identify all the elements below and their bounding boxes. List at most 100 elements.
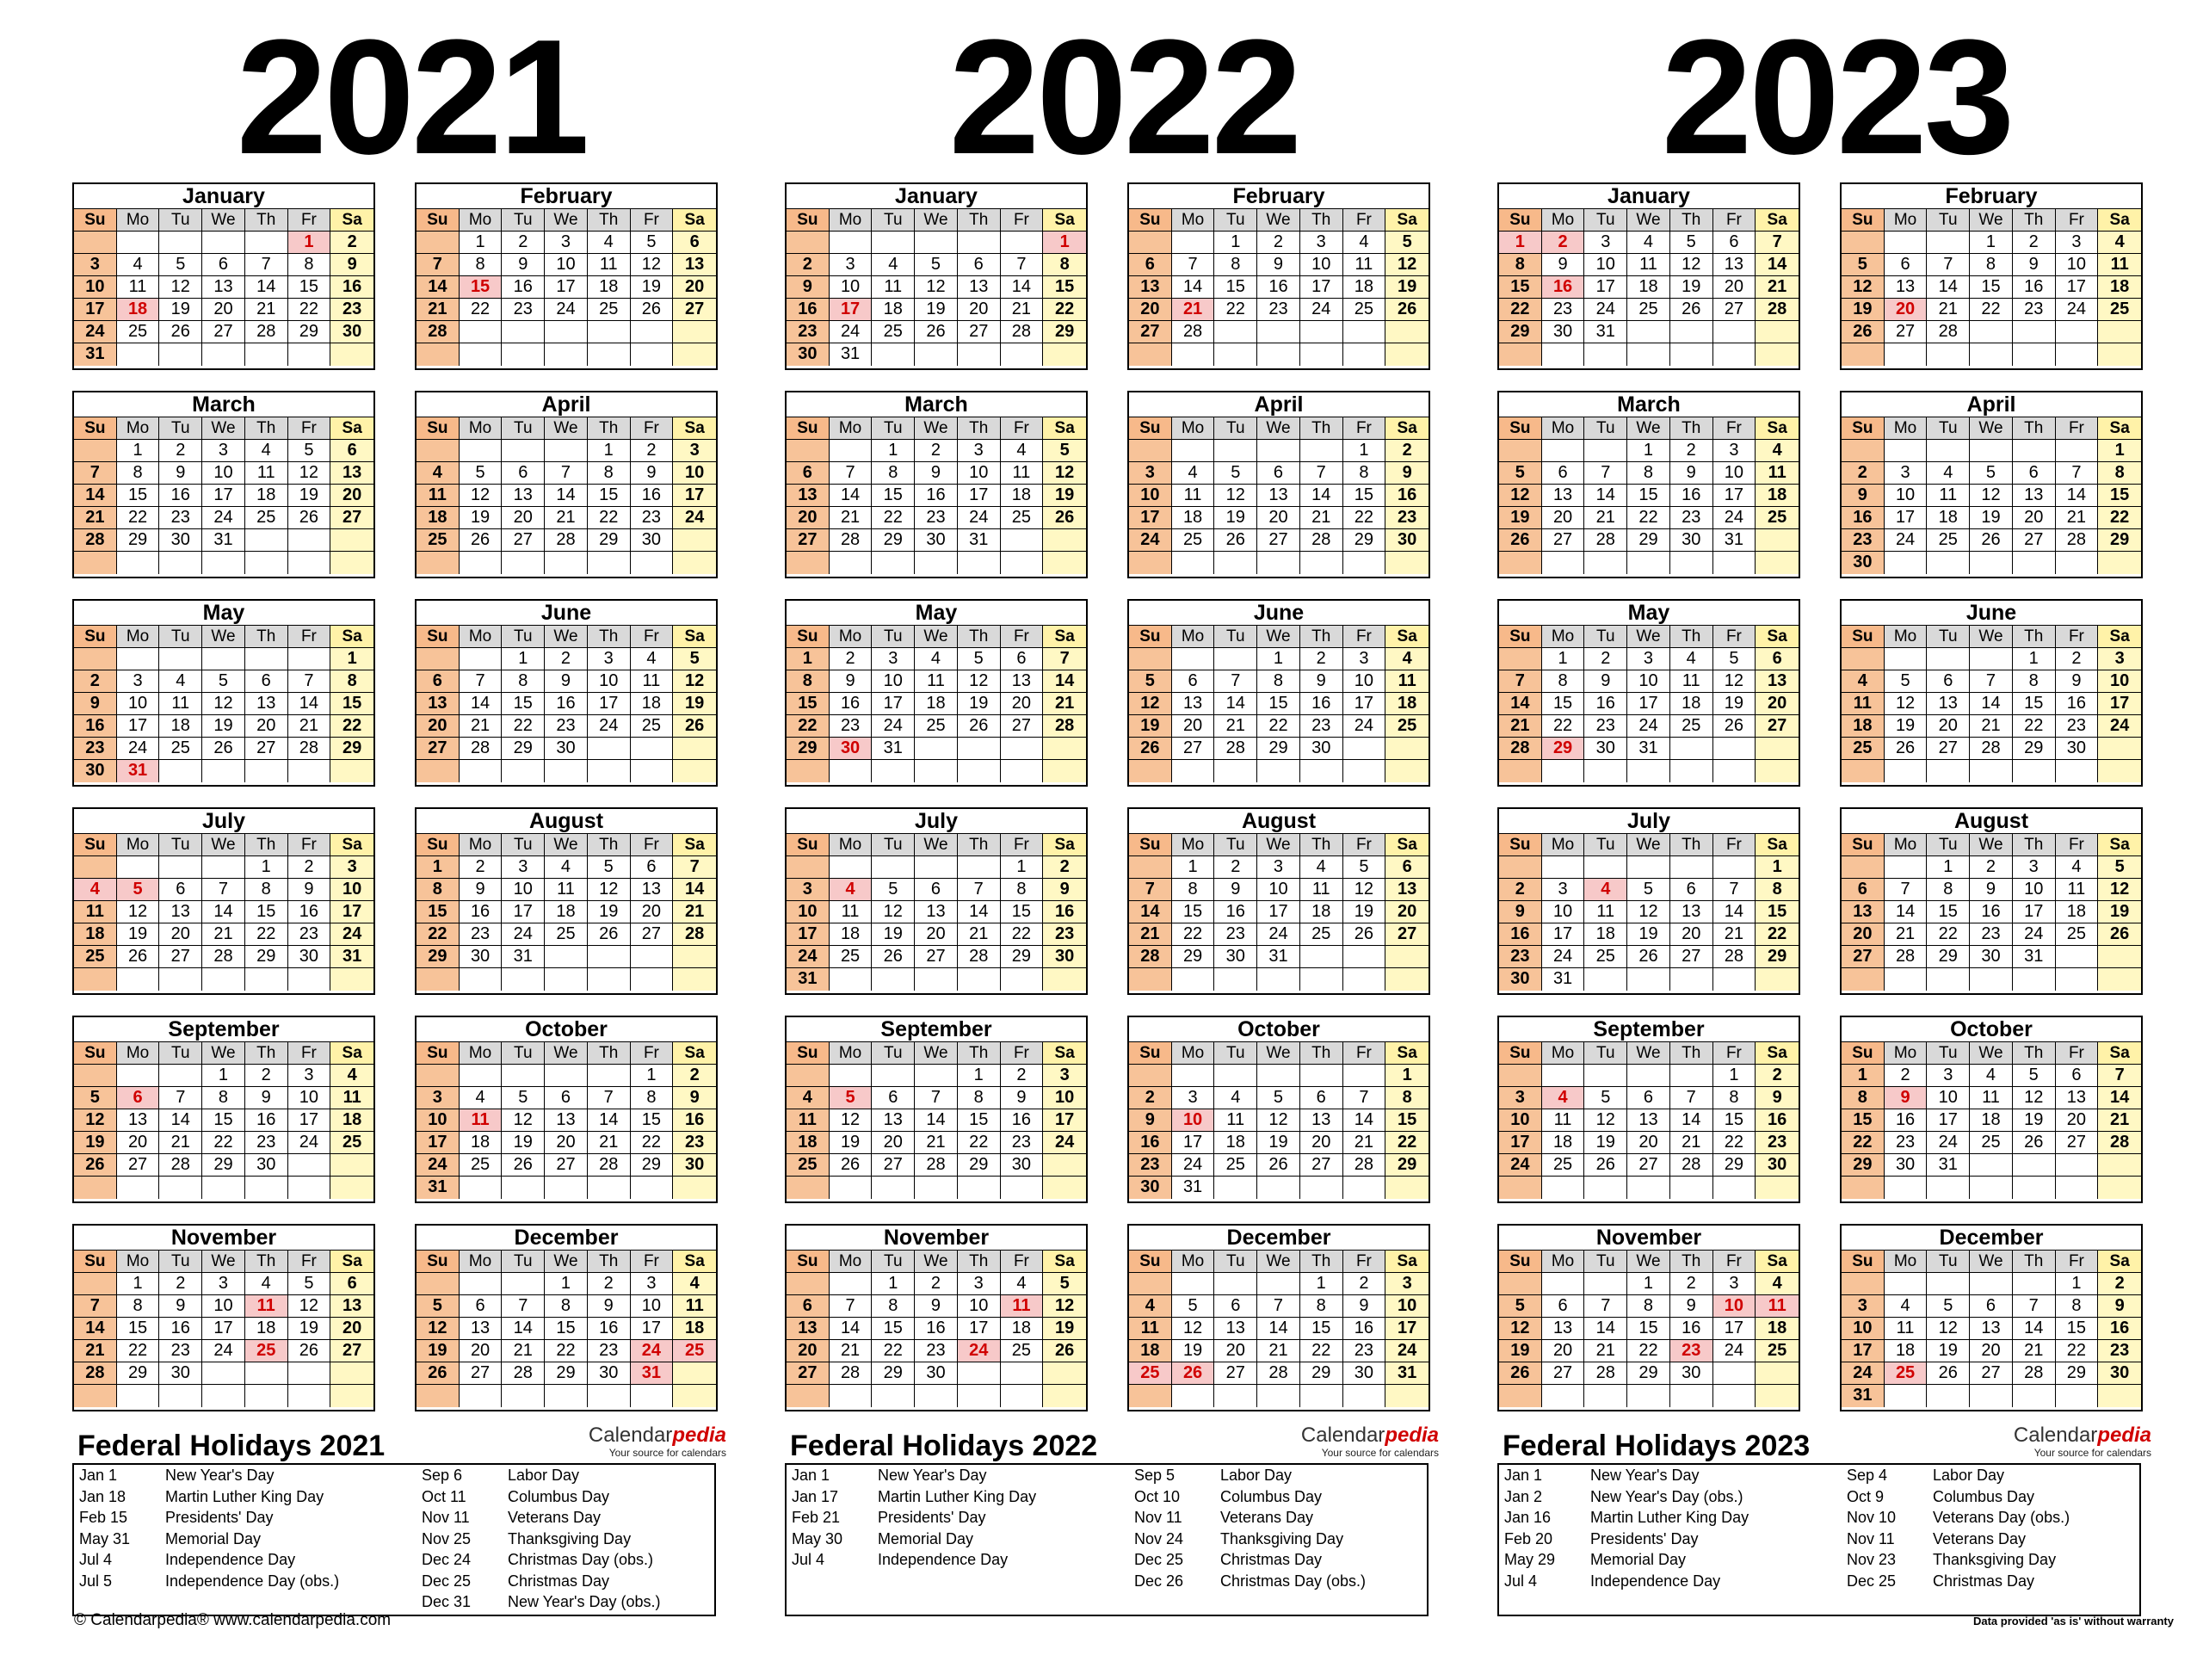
day-cell: 7 (1000, 254, 1044, 276)
day-cell: 20 (1000, 693, 1044, 715)
day-cell: 5 (1927, 1295, 1971, 1318)
month-title: January (74, 184, 373, 209)
empty-day-cell (287, 648, 331, 670)
day-cell: 7 (1214, 670, 1258, 693)
empty-day-cell (588, 552, 631, 574)
day-cell: 7 (1884, 879, 1928, 901)
weekday-header: Mo (829, 417, 873, 440)
day-cell: 5 (1884, 670, 1928, 693)
day-cell: 6 (1541, 462, 1585, 485)
month-grid: Su Mo Tu We Th Fr Sa 1 2 3 4 5 6 7 8 9 10 11 12 13 14 15 16 17 1… (1499, 1042, 1799, 1202)
day-cell: 20 (330, 1318, 373, 1340)
month-calendar: March Su Mo Tu We Th Fr Sa 1 2 3 4 5 6 7 8 9 10 11 12 13 14 15… (72, 391, 375, 578)
day-cell: 20 (1712, 276, 1756, 299)
logo-wordmark: Calendarpedia (563, 1424, 726, 1447)
day-cell: 24 (330, 923, 373, 946)
day-cell: 5 (287, 440, 331, 462)
day-cell: 28 (1756, 299, 1799, 321)
day-cell: 16 (1842, 507, 1885, 529)
weekday-header: Tu (872, 626, 916, 648)
empty-day-cell (2013, 968, 2056, 991)
weekday-header: Tu (1214, 834, 1258, 856)
holiday-name: New Year's Day (obs.) (1590, 1487, 1743, 1505)
day-cell: 11 (1884, 1318, 1928, 1340)
month-grid: Su Mo Tu We Th Fr Sa 1 2 3 4 5 6 7 8 9 10 11 12 13 14 15 16 17 1… (1842, 1042, 2141, 1202)
day-cell: 25 (1584, 946, 1628, 968)
day-cell: 17 (1541, 923, 1585, 946)
day-cell: 8 (872, 462, 916, 485)
day-cell: 22 (244, 923, 288, 946)
day-cell: 24 (2012, 923, 2056, 946)
weekday-header: Tu (1584, 417, 1628, 440)
day-cell: 19 (417, 1340, 460, 1362)
empty-day-cell (1129, 856, 1172, 879)
day-cell: 24 (587, 715, 631, 738)
day-cell: 1 (2098, 440, 2141, 462)
day-cell: 15 (1214, 276, 1258, 299)
day-cell: 7 (1584, 462, 1628, 485)
day-cell: 19 (587, 901, 631, 923)
weekday-header: Th (1669, 417, 1713, 440)
empty-day-cell (74, 232, 117, 254)
holiday-row: Oct 10 Columbus Day (1129, 1486, 1366, 1508)
day-cell: 7 (74, 1295, 117, 1318)
weekday-header: We (915, 834, 958, 856)
day-cell: 3 (1499, 1087, 1542, 1109)
day-cell: 6 (202, 254, 245, 276)
day-cell: 27 (459, 1362, 503, 1385)
weekday-header: We (915, 417, 958, 440)
weekday-header: Th (2012, 626, 2056, 648)
day-cell: 16 (330, 276, 373, 299)
day-cell: 3 (630, 1273, 674, 1295)
empty-day-cell (587, 738, 631, 760)
month-calendar: September Su Mo Tu We Th Fr Sa 1 2 3 4 5 6 7 8 9 10 11 12 13… (72, 1016, 375, 1203)
holiday-row: Sep 6 Labor Day (417, 1465, 661, 1486)
day-cell: 12 (673, 670, 716, 693)
day-cell: 7 (459, 670, 503, 693)
weekday-header: Th (244, 626, 288, 648)
day-cell: 22 (787, 715, 830, 738)
weekday-header: Mo (459, 1042, 503, 1065)
empty-day-cell (1927, 760, 1971, 782)
day-cell: 20 (673, 276, 716, 299)
day-cell: 5 (202, 670, 245, 693)
empty-day-cell (630, 321, 674, 343)
day-cell: 1 (244, 856, 288, 879)
weekday-header: Th (1299, 834, 1343, 856)
day-cell: 10 (417, 1109, 460, 1132)
month-grid: Su Mo Tu We Th Fr Sa 1 2 3 4 5 6 7 8 9 10 11 12 13 14 15 16 17 1… (1129, 209, 1429, 369)
day-cell: 28 (1927, 321, 1971, 343)
empty-day-cell (958, 343, 1001, 366)
day-cell: 25 (1627, 299, 1670, 321)
month-calendar: March Su Mo Tu We Th Fr Sa 1 2 3 4 5 6 7 8 9 10 11 12 13 14 15… (1497, 391, 1800, 578)
day-cell: 1 (417, 856, 460, 879)
day-cell: 7 (1712, 879, 1756, 901)
day-cell: 10 (1712, 1295, 1756, 1318)
day-cell: 21 (1584, 507, 1628, 529)
day-cell: 26 (1842, 321, 1885, 343)
day-cell: 9 (2055, 670, 2099, 693)
day-cell: 31 (787, 968, 830, 991)
day-cell: 7 (1257, 1295, 1300, 1318)
empty-day-cell (1756, 552, 1799, 574)
day-cell: 29 (630, 1154, 674, 1177)
day-cell: 3 (1627, 648, 1670, 670)
empty-day-cell (287, 529, 331, 552)
holiday-date: Nov 10 (1847, 1509, 1897, 1526)
day-cell: 13 (1927, 693, 1971, 715)
day-cell: 13 (2055, 1087, 2099, 1109)
empty-day-cell (1756, 968, 1799, 991)
weekday-header: Th (1299, 626, 1343, 648)
empty-day-cell (202, 1362, 245, 1385)
day-cell: 27 (1884, 321, 1928, 343)
day-cell: 14 (1884, 901, 1928, 923)
empty-day-cell (159, 1065, 203, 1087)
day-cell: 13 (330, 462, 373, 485)
empty-day-cell (1670, 1177, 1713, 1199)
day-cell: 3 (1171, 1087, 1215, 1109)
day-cell: 8 (1627, 1295, 1670, 1318)
day-cell: 19 (1129, 715, 1172, 738)
empty-day-cell (787, 856, 830, 879)
day-cell: 15 (1927, 901, 1971, 923)
day-cell: 4 (417, 462, 460, 485)
